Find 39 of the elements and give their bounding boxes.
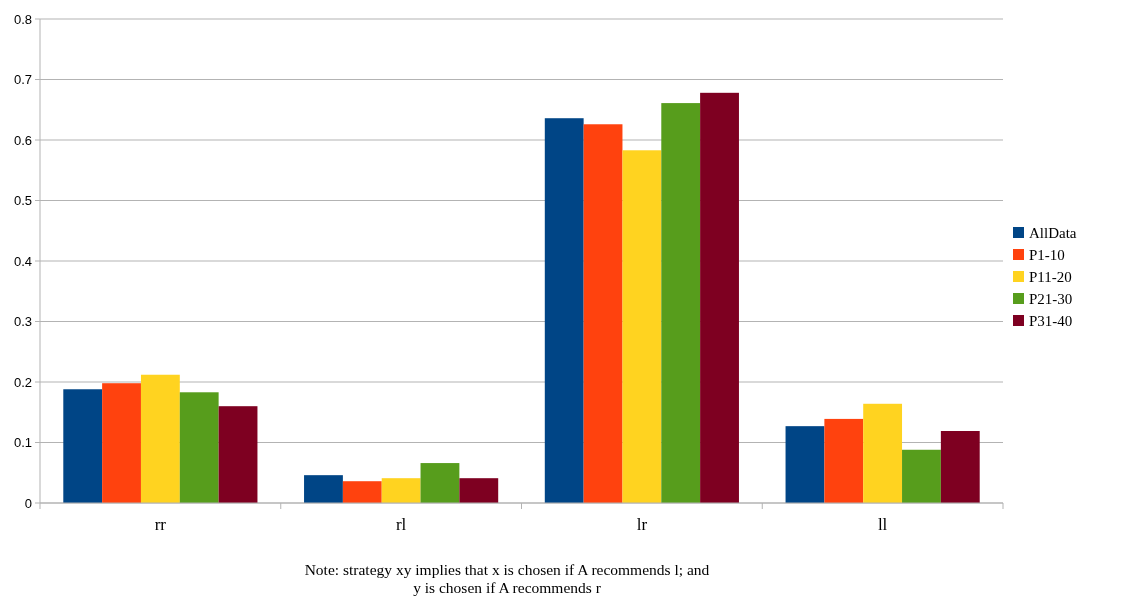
bar — [179, 392, 219, 503]
y-tick-label: 0.6 — [13, 132, 32, 148]
bar — [342, 481, 382, 503]
legend-label: P1-10 — [1029, 247, 1065, 264]
y-tick-label: 0.3 — [13, 314, 32, 330]
legend-label: AllData — [1029, 225, 1077, 242]
y-tick-label: 0.4 — [13, 253, 32, 269]
x-tick-label: rr — [154, 515, 167, 534]
y-tick-label: 0.1 — [13, 435, 32, 451]
bar — [824, 418, 864, 503]
bar — [459, 478, 499, 503]
bar — [140, 374, 180, 503]
bar — [102, 383, 141, 503]
bar — [902, 449, 941, 503]
y-tick-label: 0.8 — [13, 11, 32, 27]
legend-label: P31-40 — [1029, 313, 1073, 330]
bar — [381, 478, 421, 503]
legend-label: P21-30 — [1029, 291, 1073, 308]
bar — [661, 103, 701, 503]
bar — [544, 118, 584, 503]
bar — [420, 463, 460, 503]
x-tick-label: lr — [636, 515, 648, 534]
legend-label: P11-20 — [1029, 269, 1072, 286]
y-tick-label: 0.5 — [13, 193, 32, 209]
x-tick-label: rl — [395, 515, 407, 534]
bar — [583, 124, 623, 503]
bar — [622, 150, 662, 503]
bar — [940, 431, 980, 503]
y-tick-label: 0.7 — [13, 72, 32, 88]
bar — [304, 475, 343, 503]
y-tick-label: 0 — [24, 495, 32, 511]
y-tick-label: 0.2 — [13, 374, 32, 390]
text: Note: strategy xy implies that x is chosen if A recommends l; and y is chosen if A recommends r — [304, 561, 710, 596]
bar — [218, 406, 258, 503]
bar — [785, 426, 825, 503]
x-tick-label: ll — [877, 515, 888, 534]
bar — [63, 389, 103, 503]
bar — [863, 403, 903, 503]
bar — [700, 92, 739, 503]
